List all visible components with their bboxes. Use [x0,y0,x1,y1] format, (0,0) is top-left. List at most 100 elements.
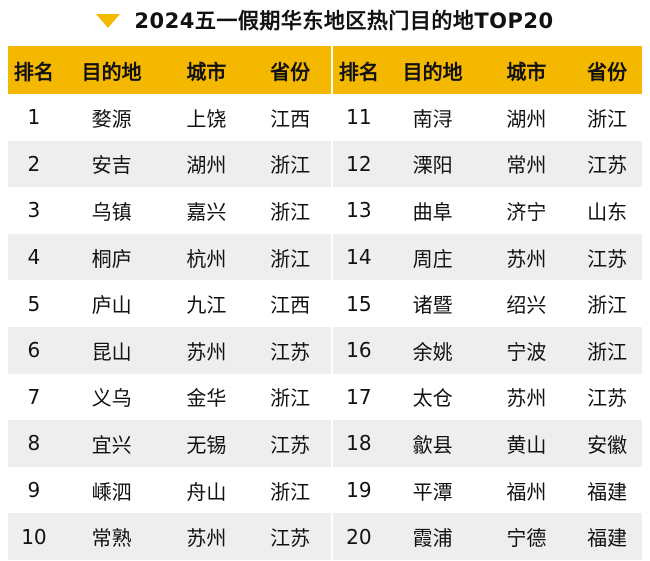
cell-destination: 歙县 [412,432,453,457]
cell-rank: 13 [346,198,372,223]
cell-city: 苏州 [186,526,227,551]
cell-province: 浙江 [270,479,311,504]
cell-rank: 7 [27,384,41,409]
cell-province: 江苏 [587,153,628,178]
column-divider [330,466,333,514]
cell-province: 江西 [270,106,311,131]
cell-destination: 安吉 [91,153,132,178]
cell-city: 常州 [506,153,547,178]
cell-destination: 庐山 [91,293,132,318]
cell-rank: 14 [346,245,372,270]
cell-city: 绍兴 [506,293,547,318]
column-divider [330,233,333,281]
page-title: 2024五一假期华东地区热门目的地TOP20 [134,9,554,33]
column-divider [330,46,333,94]
cell-destination: 曲阜 [412,199,453,224]
cell-city: 宁波 [506,339,547,364]
cell-rank: 3 [27,198,41,223]
table-row: 9 嵊泗 舟山 浙江 19 平潭 福州 福建 [8,466,642,514]
cell-city: 苏州 [506,246,547,271]
cell-city: 苏州 [506,386,547,411]
cell-province: 福建 [587,526,628,551]
triangle-down-icon [96,14,121,28]
cell-city: 湖州 [186,153,227,178]
cell-city: 杭州 [186,246,227,271]
table-row: 3 乌镇 嘉兴 浙江 13 曲阜 济宁 山东 [8,187,642,234]
cell-destination: 乌镇 [91,199,132,224]
cell-rank: 5 [27,291,41,316]
cell-destination: 义乌 [91,386,132,411]
table-row: 1 婺源 上饶 江西 11 南浔 湖州 浙江 [8,94,642,141]
cell-destination: 诸暨 [412,293,453,318]
cell-city: 上饶 [186,106,227,131]
ranking-table: 排名 目的地 城市 省份 排名 目的地 城市 省份 1 婺源 上饶 江西 11 南浔 湖州浙… [8,46,642,560]
cell-province: 浙江 [270,246,311,271]
cell-province: 浙江 [270,153,311,178]
cell-rank: 10 [21,524,47,549]
cell-province: 江苏 [270,432,311,457]
title-bar: 2024五一假期华东地区热门目的地TOP20 [0,0,650,40]
cell-city: 九江 [186,293,227,318]
cell-province: 浙江 [587,339,628,364]
cell-province: 江苏 [587,246,628,271]
cell-rank: 2 [27,151,41,176]
cell-province: 浙江 [270,199,311,224]
cell-rank: 19 [346,478,372,503]
cell-province: 江苏 [270,339,311,364]
header-destination: 目的地 [81,59,142,84]
cell-rank: 20 [346,524,372,549]
column-divider [330,326,333,374]
cell-province: 安徽 [587,432,628,457]
cell-destination: 余姚 [412,339,453,364]
cell-destination: 霞浦 [412,526,453,551]
cell-rank: 17 [346,384,372,409]
cell-province: 山东 [587,199,628,224]
cell-province: 江苏 [587,386,628,411]
cell-rank: 12 [346,151,372,176]
header-city: 城市 [506,59,547,84]
cell-city: 福州 [506,479,547,504]
cell-rank: 15 [346,291,372,316]
column-divider [330,187,333,234]
cell-rank: 11 [346,105,372,130]
cell-destination: 宜兴 [91,432,132,457]
cell-rank: 6 [27,338,41,363]
cell-province: 江西 [270,293,311,318]
cell-city: 黄山 [506,432,547,457]
cell-destination: 常熟 [91,526,132,551]
cell-city: 嘉兴 [186,199,227,224]
table-row: 8 宜兴 无锡 江苏 18 歙县 黄山 安徽 [8,420,642,467]
header-rank: 排名 [13,59,54,84]
cell-city: 无锡 [186,432,227,457]
column-divider [330,140,333,188]
cell-destination: 溧阳 [412,153,453,178]
table-body: 1 婺源 上饶 江西 11 南浔 湖州 浙江 2 安吉 湖州 浙江 12 溧阳 常州 江苏 3 乌镇 嘉兴 浙江 13 曲… [8,94,642,560]
table-header: 排名 目的地 城市 省份 排名 目的地 城市 省份 [8,46,642,94]
cell-city: 宁德 [506,526,547,551]
header-province: 省份 [270,59,311,84]
table-row: 6 昆山 苏州 江苏 16 余姚 宁波 浙江 [8,326,642,374]
cell-province: 江苏 [270,526,311,551]
cell-destination: 太仓 [412,386,453,411]
cell-rank: 18 [346,431,372,456]
header-destination: 目的地 [402,59,463,84]
cell-city: 济宁 [506,199,547,224]
cell-destination: 嵊泗 [91,479,132,504]
cell-destination: 昆山 [91,339,132,364]
cell-province: 浙江 [587,106,628,131]
cell-rank: 8 [27,431,41,456]
cell-destination: 婺源 [91,106,132,131]
table-row: 10 常熟 苏州 江苏 20 霞浦 宁德 福建 [8,513,642,560]
cell-city: 金华 [186,386,227,411]
column-divider [330,513,333,560]
table-row: 2 安吉 湖州 浙江 12 溧阳 常州 江苏 [8,140,642,188]
cell-destination: 周庄 [412,246,453,271]
table-row: 4 桐庐 杭州 浙江 14 周庄 苏州 江苏 [8,233,642,281]
cell-city: 湖州 [506,106,547,131]
column-divider [330,420,333,467]
column-divider [330,94,333,141]
cell-destination: 桐庐 [91,246,132,271]
cell-destination: 南浔 [412,106,453,131]
table-row: 7 义乌 金华 浙江 17 太仓 苏州 江苏 [8,373,642,421]
cell-province: 浙江 [587,293,628,318]
